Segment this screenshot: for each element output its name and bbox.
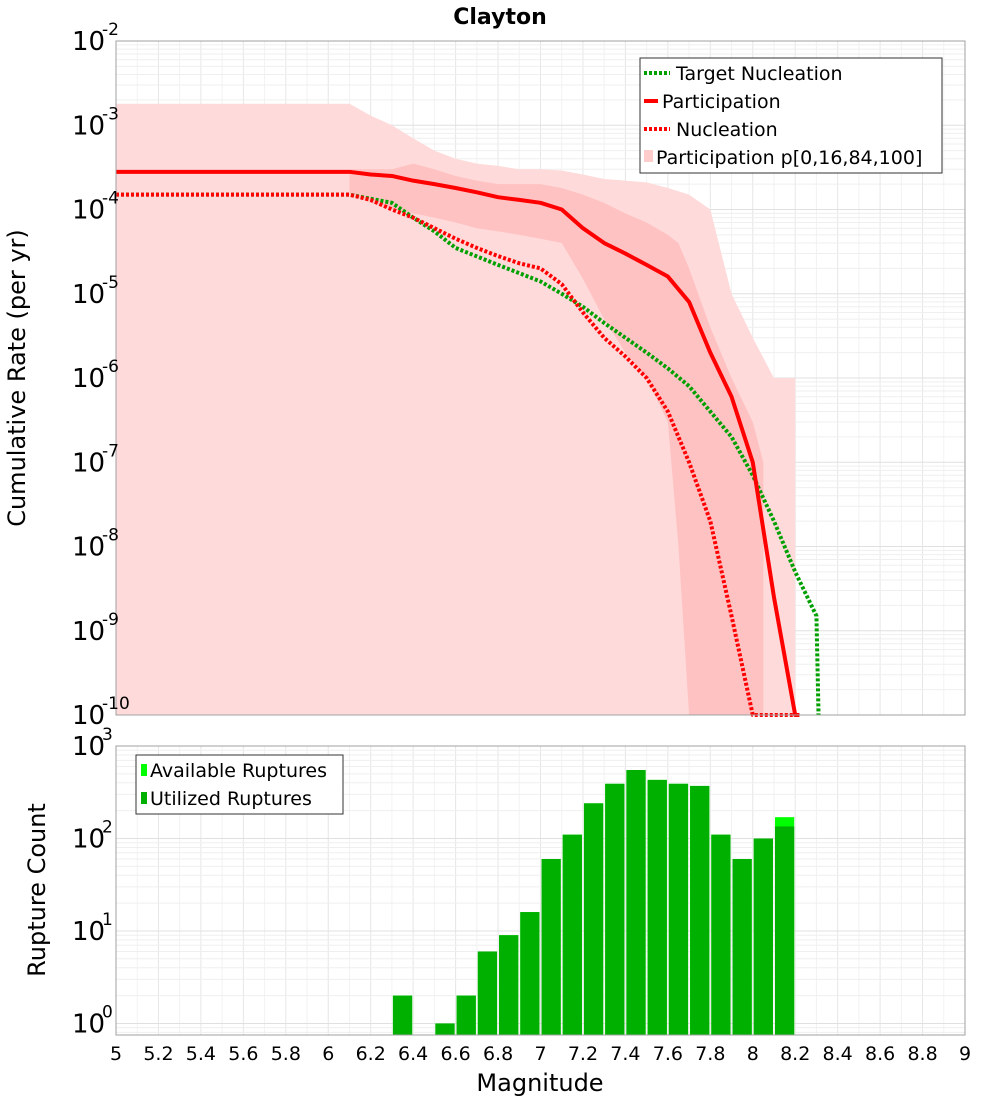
x-axis-label: Magnitude (476, 1069, 603, 1097)
bottom-legend: Available Ruptures Utilized Ruptures (135, 754, 344, 815)
bottom-plot-frame (115, 745, 966, 1036)
bar-utilized (753, 838, 773, 1035)
line-target-nucleation (116, 192, 821, 716)
bar-utilized (541, 858, 561, 1035)
bar-utilized (520, 912, 540, 1035)
legend-nucleation-label: Nucleation (676, 119, 778, 141)
x-tick-label: 6.8 (483, 1043, 513, 1065)
bottom-legend-box (135, 754, 344, 815)
bottom-y-tick-exponent: 1 (102, 910, 113, 930)
top-y-tick-exponent: -3 (102, 104, 119, 124)
x-tick-label: 7.8 (695, 1043, 725, 1065)
legend-target-nucleation-label: Target Nucleation (675, 63, 843, 85)
x-tick-label: 7.2 (568, 1043, 598, 1065)
x-tick-label: 6.4 (398, 1043, 428, 1065)
x-tick-label: 6.6 (440, 1043, 470, 1065)
legend-participation-band-label: Participation p[0,16,84,100] (656, 147, 922, 169)
x-tick-label: 5.2 (143, 1043, 173, 1065)
top-y-tick-label: 10 (72, 27, 105, 57)
top-y-tick-exponent: -6 (102, 357, 119, 377)
top-y-tick-label: 10 (72, 364, 105, 394)
bottom-x-ticks: 5 5.2 5.4 5.6 5.8 6 6.2 6.4 6.6 6.8 7 7.2 7.4 7.6 7.8 8… (110, 1043, 971, 1065)
top-y-tick-exponent: -9 (102, 610, 119, 630)
bar-utilized (499, 935, 519, 1035)
top-y-tick-label: 10 (72, 280, 105, 310)
legend-utilized-label: Utilized Ruptures (150, 788, 312, 810)
bar-utilized (647, 779, 667, 1035)
bar-utilized (435, 1023, 455, 1035)
top-y-tick-exponent: -10 (102, 694, 130, 714)
top-lines (116, 169, 821, 717)
x-tick-label: 6 (322, 1043, 334, 1065)
top-y-tick-label: 10 (72, 533, 105, 563)
bar-utilized (456, 995, 476, 1035)
top-y-tick-label: 10 (72, 111, 105, 141)
top-y-tick-exponent: -2 (102, 20, 119, 40)
bottom-y-tick-exponent: 2 (102, 817, 113, 837)
top-y-tick-label: 10 (72, 701, 105, 731)
bottom-y-tick-label: 10 (72, 732, 105, 762)
x-tick-label: 6.2 (356, 1043, 386, 1065)
bottom-y-tick-label: 10 (72, 1009, 105, 1039)
bar-utilized (605, 783, 625, 1035)
x-tick-label: 8 (747, 1043, 759, 1065)
top-y-axis-label: Cumulative Rate (per yr) (3, 229, 31, 527)
top-bands (116, 103, 796, 716)
legend-participation-band-swatch (644, 150, 653, 162)
bar-utilized (562, 834, 582, 1035)
bottom-bars (392, 770, 795, 1035)
x-tick-label: 8.2 (780, 1043, 810, 1065)
bar-utilized (774, 826, 795, 1035)
line-nucleation (116, 192, 796, 717)
x-tick-label: 8.6 (865, 1043, 895, 1065)
line-participation (116, 169, 800, 717)
band-p-16-84- (349, 163, 764, 716)
bar-utilized (392, 995, 413, 1035)
top-plot: 10-210-310-410-510-610-710-810-910-10 Cu… (3, 20, 966, 731)
top-legend-box (639, 57, 943, 174)
bar-utilized (690, 785, 710, 1035)
x-tick-label: 7 (534, 1043, 546, 1065)
chart-title: Clayton (453, 5, 547, 30)
bottom-y-axis-label: Rupture Count (23, 803, 51, 977)
legend-available-label: Available Ruptures (150, 760, 327, 782)
x-tick-label: 7.6 (653, 1043, 683, 1065)
bar-utilized (711, 834, 731, 1035)
legend-participation-label: Participation (662, 91, 781, 113)
bottom-y-tick-label: 10 (72, 917, 105, 947)
x-tick-label: 5 (110, 1043, 122, 1065)
bottom-y-tick-exponent: 0 (102, 1002, 113, 1022)
top-y-tick-label: 10 (72, 448, 105, 478)
x-tick-label: 8.4 (823, 1043, 853, 1065)
x-tick-label: 5.6 (228, 1043, 258, 1065)
top-legend: Target Nucleation Participation Nucleati… (639, 57, 943, 174)
x-tick-label: 5.8 (271, 1043, 301, 1065)
top-y-tick-label: 10 (72, 196, 105, 226)
bar-utilized (668, 783, 689, 1035)
top-y-tick-label: 10 (72, 617, 105, 647)
top-plot-frame (115, 40, 966, 716)
legend-utilized-swatch (141, 792, 147, 804)
bar-utilized (477, 951, 498, 1035)
top-y-tick-exponent: -7 (102, 441, 119, 461)
x-tick-label: 8.8 (907, 1043, 937, 1065)
bar-utilized (732, 858, 752, 1035)
x-tick-label: 5.4 (186, 1043, 216, 1065)
top-y-ticks: 10-210-310-410-510-610-710-810-910-10 (72, 20, 130, 731)
top-y-tick-exponent: -4 (102, 189, 119, 209)
bar-utilized (583, 803, 604, 1035)
bar-utilized (626, 770, 646, 1035)
legend-available-swatch (141, 764, 147, 776)
top-y-tick-exponent: -5 (102, 273, 119, 293)
bottom-y-tick-label: 10 (72, 824, 105, 854)
x-tick-label: 9 (959, 1043, 971, 1065)
bottom-y-tick-exponent: 3 (102, 725, 113, 745)
x-tick-label: 7.4 (610, 1043, 640, 1065)
top-y-tick-exponent: -8 (102, 526, 119, 546)
